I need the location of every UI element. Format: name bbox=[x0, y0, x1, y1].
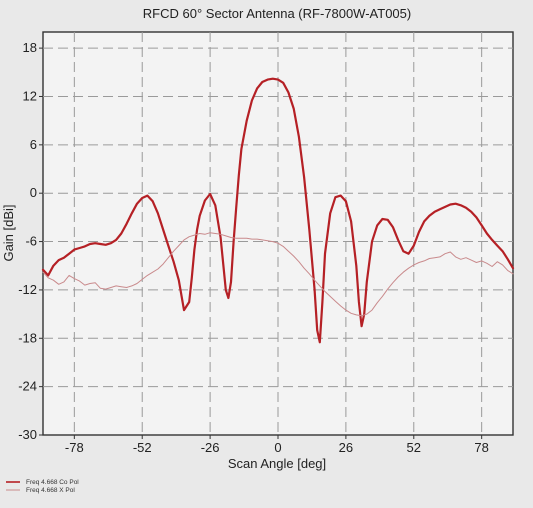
series-line-x-pol bbox=[42, 232, 514, 317]
series-lines bbox=[41, 77, 515, 344]
y-tick-label: 0 bbox=[30, 185, 37, 200]
y-tick-label: 12 bbox=[23, 88, 37, 103]
x-tick-label: -26 bbox=[201, 440, 220, 455]
y-tick-label: 6 bbox=[30, 137, 37, 152]
y-tick-label: -24 bbox=[18, 379, 37, 394]
x-tick-label: 0 bbox=[274, 440, 281, 455]
x-axis-label: Scan Angle [deg] bbox=[228, 456, 326, 471]
y-tick-label: -30 bbox=[18, 427, 37, 442]
chart-title: RFCD 60° Sector Antenna (RF-7800W-AT005) bbox=[143, 6, 411, 21]
x-tick-label: -52 bbox=[133, 440, 152, 455]
grid bbox=[43, 32, 513, 435]
x-tick-label: 26 bbox=[339, 440, 353, 455]
legend-label-x-pol: Freq 4.668 X Pol bbox=[26, 487, 75, 494]
y-axis-label: Gain [dBi] bbox=[1, 204, 16, 261]
x-tick-label: 78 bbox=[474, 440, 488, 455]
y-tick-label: 18 bbox=[23, 40, 37, 55]
y-tick-label: -12 bbox=[18, 282, 37, 297]
y-tick-label: -18 bbox=[18, 330, 37, 345]
series-line-co-pol bbox=[41, 77, 515, 344]
x-tick-label: -78 bbox=[65, 440, 84, 455]
y-axis-ticks: 18 12 6 0 -6 -12 -18 -24 -30 bbox=[18, 40, 43, 442]
y-tick-label: -6 bbox=[25, 234, 37, 249]
legend: Freq 4.668 Co Pol Freq 4.668 X Pol bbox=[6, 479, 79, 494]
legend-label-co-pol: Freq 4.668 Co Pol bbox=[26, 479, 79, 486]
x-tick-label: 52 bbox=[407, 440, 421, 455]
x-axis-ticks: -78 -52 -26 0 26 52 78 bbox=[65, 435, 489, 455]
